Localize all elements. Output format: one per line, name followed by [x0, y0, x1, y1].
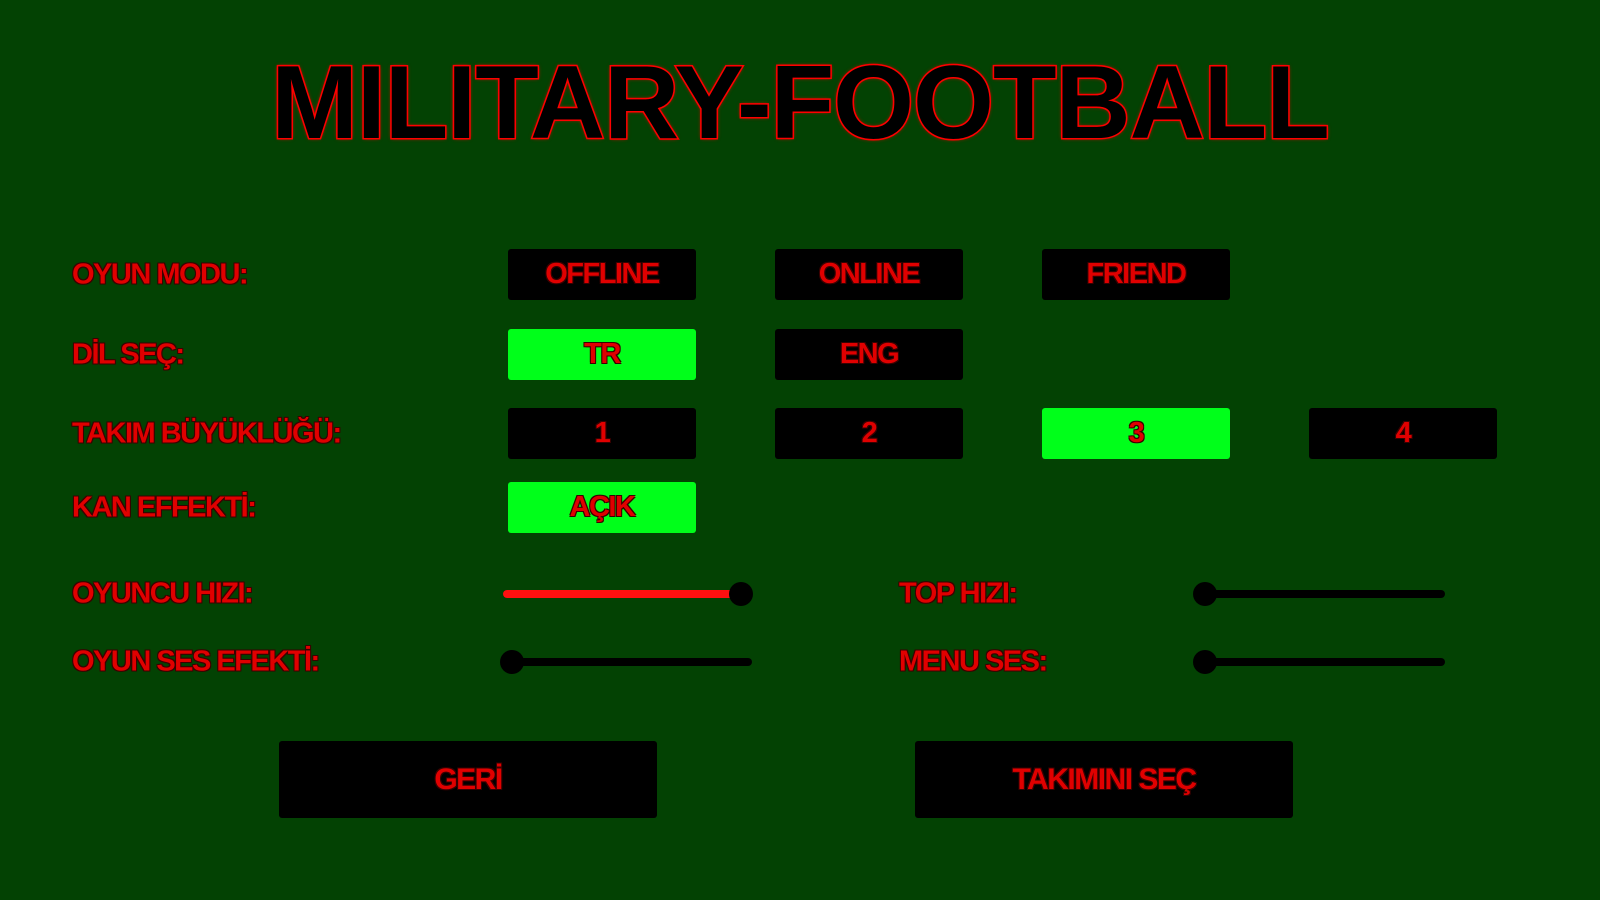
mode-online-button[interactable]: ONLINE: [775, 249, 963, 300]
game-sfx-label: OYUN SES EFEKTİ:: [72, 645, 320, 678]
team-size-4-button[interactable]: 4: [1309, 408, 1497, 459]
slider-track: [512, 658, 752, 666]
player-speed-slider[interactable]: [503, 582, 753, 606]
language-tr-button[interactable]: TR: [508, 329, 696, 380]
blood-effect-label: KAN EFFEKTİ:: [72, 491, 257, 524]
game-title: MILITARY-FOOTBALL: [270, 44, 1331, 163]
team-size-3-button[interactable]: 3: [1042, 408, 1230, 459]
slider-handle[interactable]: [729, 582, 753, 606]
ball-speed-slider[interactable]: [1193, 582, 1445, 606]
back-button[interactable]: GERİ: [279, 741, 657, 818]
game-mode-label: OYUN MODU:: [72, 258, 249, 291]
ball-speed-label: TOP HIZI:: [899, 577, 1018, 610]
blood-effect-toggle[interactable]: AÇIK: [508, 482, 696, 533]
mode-offline-button[interactable]: OFFLINE: [508, 249, 696, 300]
team-size-2-button[interactable]: 2: [775, 408, 963, 459]
team-size-1-button[interactable]: 1: [508, 408, 696, 459]
player-speed-label: OYUNCU HIZI:: [72, 577, 254, 610]
game-sfx-slider[interactable]: [500, 650, 752, 674]
mode-friend-button[interactable]: FRIEND: [1042, 249, 1230, 300]
menu-sound-label: MENU SES:: [899, 645, 1048, 678]
slider-handle[interactable]: [1193, 582, 1217, 606]
choose-team-button[interactable]: TAKIMINI SEÇ: [915, 741, 1293, 818]
slider-track: [1205, 590, 1445, 598]
team-size-label: TAKIM BÜYÜKLÜĞÜ:: [72, 417, 342, 450]
slider-fill: [503, 590, 741, 598]
slider-track: [1205, 658, 1445, 666]
language-label: DİL SEÇ:: [72, 338, 185, 371]
language-eng-button[interactable]: ENG: [775, 329, 963, 380]
menu-sound-slider[interactable]: [1193, 650, 1445, 674]
slider-handle[interactable]: [500, 650, 524, 674]
slider-handle[interactable]: [1193, 650, 1217, 674]
